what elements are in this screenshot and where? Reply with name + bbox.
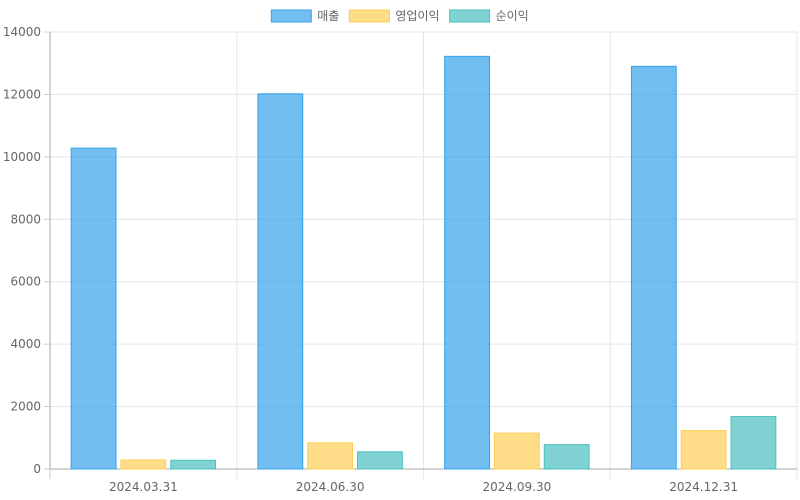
bar[interactable] [257,93,304,470]
y-tick-label: 12000 [3,87,41,101]
x-tick-label: 2024.09.30 [483,480,552,494]
legend-item[interactable]: 매출 [270,9,339,23]
legend-item[interactable]: 영업이익 [348,9,440,23]
y-tick-label: 10000 [3,150,41,164]
legend-label: 매출 [317,9,339,23]
grid-lines [49,31,798,479]
bar[interactable] [120,459,167,470]
x-tick-label: 2024.12.31 [669,480,738,494]
bar[interactable] [730,416,777,470]
x-tick-label: 2024.06.30 [296,480,365,494]
legend-swatch [449,9,491,23]
x-tick-label: 2024.03.31 [109,480,178,494]
y-tick-label: 2000 [10,400,41,414]
bar[interactable] [170,459,217,470]
y-tick-label: 14000 [3,25,41,39]
legend[interactable]: 매출 영업이익 순이익 [270,9,529,23]
legend-item[interactable]: 순이익 [449,9,529,23]
y-tick-label: 8000 [10,212,41,226]
axes: 0 2000 4000 6000 8000 10000 12000 14000 2024.03.… [3,25,797,494]
legend-swatch [348,9,390,23]
legend-swatch [270,9,312,23]
legend-label: 순이익 [496,9,529,23]
bar[interactable] [543,444,590,470]
bar[interactable] [493,432,540,470]
bar[interactable] [444,55,490,470]
y-tick-label: 0 [33,462,41,476]
bars [70,55,777,470]
bar[interactable] [357,451,403,470]
y-tick-label: 6000 [10,275,41,289]
y-tick-label: 4000 [10,337,41,351]
bar[interactable] [680,430,727,470]
bar[interactable] [307,442,354,470]
legend-label: 영업이익 [395,9,439,23]
bar[interactable] [70,147,117,470]
bar[interactable] [630,65,677,470]
